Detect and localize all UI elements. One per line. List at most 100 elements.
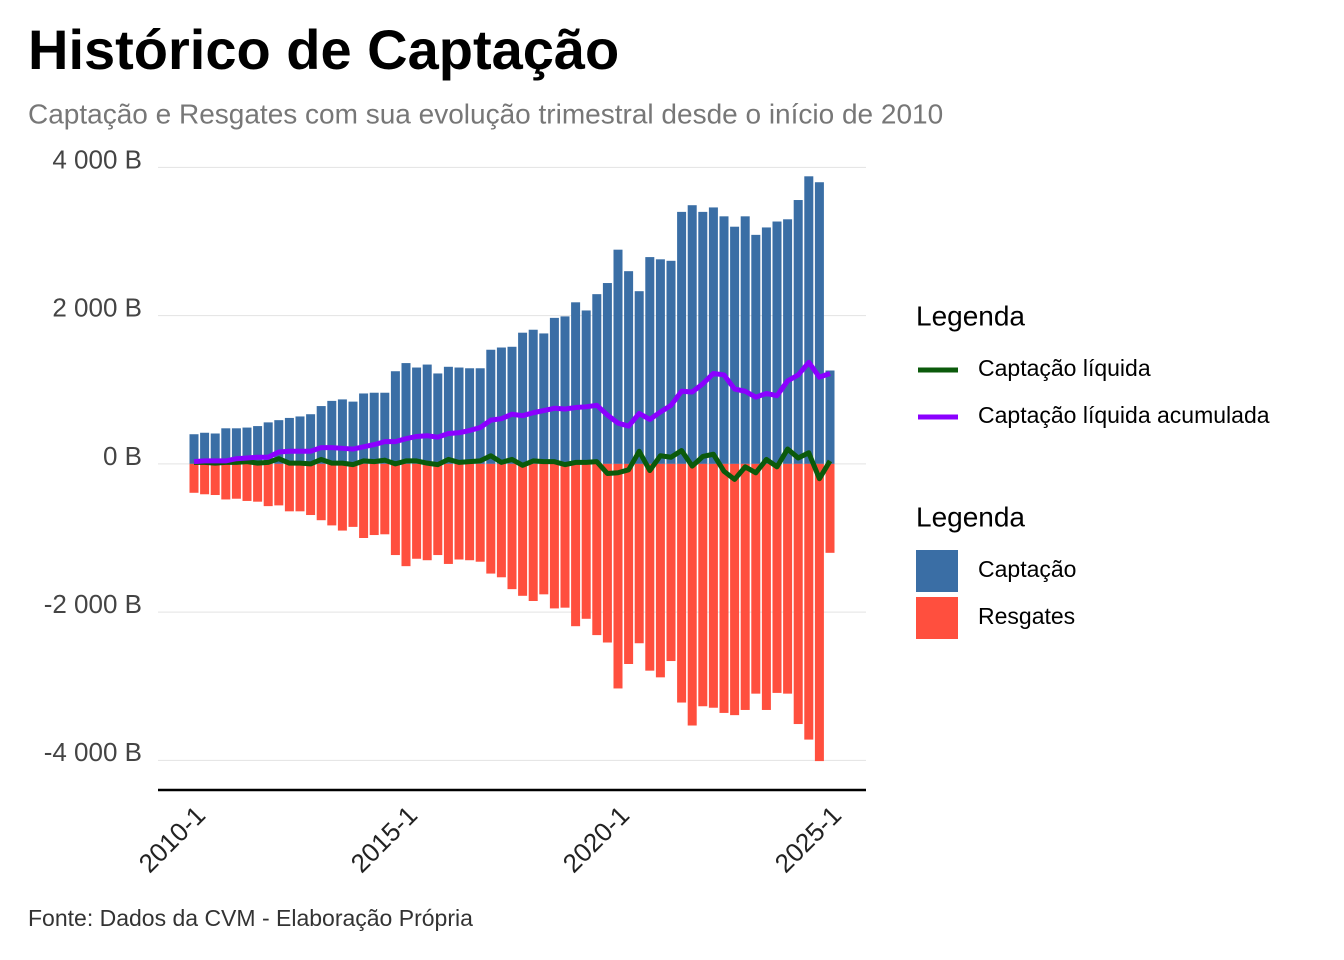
- bar: [295, 463, 305, 512]
- bar: [263, 422, 273, 464]
- bar: [507, 463, 517, 590]
- bar: [539, 463, 549, 595]
- bar: [677, 463, 687, 703]
- x-tick-label: 2020-1: [557, 800, 635, 878]
- bar: [401, 463, 411, 567]
- bar: [200, 463, 210, 495]
- bar: [401, 363, 411, 464]
- chart-title: Histórico de Captação: [28, 18, 619, 81]
- bar: [581, 463, 591, 619]
- bar: [231, 463, 241, 499]
- bar: [549, 463, 559, 609]
- bar: [814, 182, 824, 464]
- bar: [306, 463, 316, 516]
- bar: [337, 399, 347, 464]
- y-tick-label: 2 000 B: [52, 293, 142, 323]
- legend-label: Captação: [978, 556, 1076, 582]
- bar: [560, 463, 570, 608]
- bar: [719, 216, 729, 464]
- bar: [634, 291, 644, 464]
- bar: [253, 426, 263, 464]
- bar: [571, 463, 581, 627]
- bar: [783, 219, 793, 464]
- bar: [602, 283, 612, 464]
- bar: [454, 463, 464, 560]
- bar: [708, 463, 718, 708]
- bar: [528, 329, 538, 464]
- bar: [804, 176, 814, 464]
- y-tick-label: -2 000 B: [44, 589, 142, 619]
- x-tick-label: 2010-1: [133, 800, 211, 878]
- bar: [655, 463, 665, 678]
- bar: [730, 463, 740, 716]
- legend-label: Captação líquida acumulada: [978, 402, 1270, 428]
- line: [193, 359, 831, 465]
- legend-label: Captação líquida: [978, 355, 1151, 381]
- bar: [242, 463, 252, 501]
- bar: [645, 257, 655, 464]
- x-tick-label: 2015-1: [345, 800, 423, 878]
- bar: [581, 310, 591, 464]
- bar: [549, 317, 559, 464]
- bar: [751, 234, 761, 464]
- bar: [221, 428, 231, 464]
- bar: [316, 406, 326, 464]
- bar: [634, 463, 644, 644]
- bar: [422, 463, 432, 561]
- bar: [560, 316, 570, 464]
- bar: [687, 205, 697, 464]
- bar: [518, 332, 528, 464]
- chart-subtitle: Captação e Resgates com sua evolução tri…: [28, 98, 943, 129]
- bar: [592, 294, 602, 464]
- bar: [814, 463, 824, 762]
- bar: [189, 463, 199, 493]
- bar: [761, 463, 771, 710]
- bar: [284, 463, 294, 512]
- bar: [348, 401, 358, 464]
- bar: [242, 427, 252, 464]
- bar: [740, 216, 750, 464]
- bar: [327, 400, 337, 464]
- bar: [422, 364, 432, 464]
- line: [194, 446, 833, 482]
- bar: [316, 463, 326, 521]
- bar: [518, 463, 528, 596]
- bar: [825, 463, 835, 553]
- bar: [804, 463, 814, 740]
- bar: [496, 463, 506, 578]
- bar: [359, 393, 369, 464]
- bar: [454, 367, 464, 464]
- y-tick-label: 0 B: [103, 441, 142, 471]
- bar: [507, 346, 517, 464]
- bar: [465, 368, 475, 464]
- bar: [337, 463, 347, 531]
- bar: [369, 463, 379, 536]
- bar: [528, 463, 538, 601]
- y-tick-label: 4 000 B: [52, 144, 142, 174]
- bar: [348, 463, 358, 527]
- bar: [253, 463, 263, 502]
- bar: [539, 333, 549, 464]
- bar: [666, 260, 676, 464]
- bar: [613, 249, 623, 464]
- bar: [592, 463, 602, 636]
- bar: [751, 463, 761, 694]
- bar: [687, 463, 697, 726]
- bar: [327, 463, 337, 526]
- bar: [380, 463, 390, 535]
- bar: [825, 370, 835, 464]
- bar: [708, 207, 718, 464]
- bar: [655, 259, 665, 464]
- bar: [306, 414, 316, 464]
- bar: [274, 420, 284, 464]
- legend-swatch: [916, 597, 958, 639]
- bar: [645, 463, 655, 671]
- bar: [740, 463, 750, 710]
- bar: [783, 463, 793, 694]
- bar: [719, 463, 729, 713]
- legend-title: Legenda: [916, 501, 1025, 532]
- bar: [475, 463, 485, 562]
- bar: [624, 271, 634, 464]
- bar: [475, 368, 485, 464]
